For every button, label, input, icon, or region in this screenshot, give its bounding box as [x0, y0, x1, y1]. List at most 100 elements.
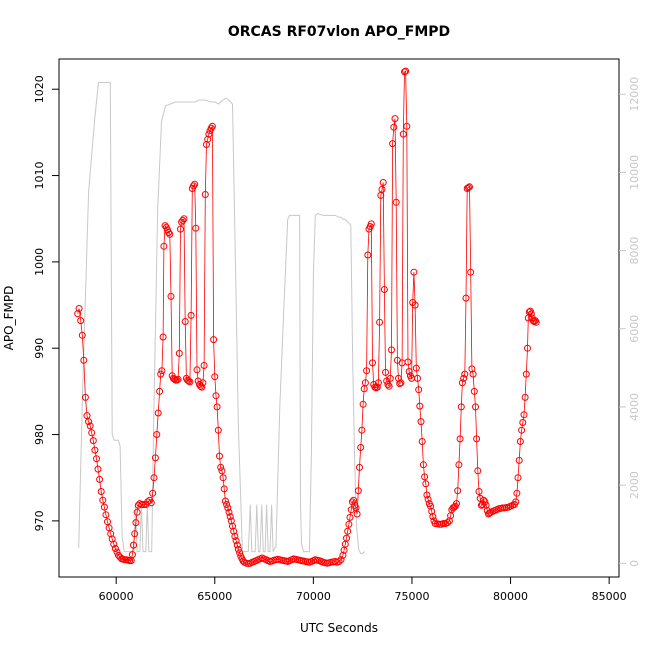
- series-main-point: [166, 230, 174, 238]
- series-main-point: [404, 358, 412, 366]
- series-main-point: [173, 376, 181, 384]
- series-main-point: [130, 541, 137, 549]
- series-main-point: [424, 495, 432, 503]
- series-main-point: [205, 130, 213, 138]
- series-main-point: [217, 463, 225, 471]
- series-main-point: [450, 503, 458, 511]
- series-main-point: [525, 308, 533, 316]
- series-main-point: [174, 375, 182, 383]
- series-main-point: [411, 301, 419, 309]
- series-main-point: [378, 185, 386, 193]
- series-main-point: [131, 530, 139, 538]
- series-main-point: [445, 517, 453, 525]
- series-main-point: [481, 498, 489, 506]
- series-main-point: [369, 359, 376, 367]
- series-main-point: [373, 383, 381, 391]
- series-main-point: [356, 463, 363, 471]
- x-tick-label: 70000: [296, 590, 331, 603]
- series-main-point: [200, 362, 208, 369]
- x-tick-label: 60000: [99, 590, 134, 603]
- series-main-point: [219, 474, 227, 482]
- series-main-point: [230, 527, 238, 535]
- series-main-point: [223, 501, 231, 508]
- series-main-point: [156, 387, 164, 395]
- series-main-point: [382, 368, 389, 376]
- series-main-point: [532, 318, 540, 326]
- series-main-point: [444, 519, 451, 527]
- series-main-point: [473, 435, 481, 443]
- series-main-point: [429, 513, 437, 521]
- series-main-point: [225, 508, 233, 516]
- series-main-point: [363, 367, 371, 375]
- series-main-point: [512, 498, 520, 506]
- series-main-point: [405, 368, 413, 375]
- series-main-point: [462, 294, 470, 302]
- series-main-point: [453, 500, 460, 508]
- series-main-point: [470, 387, 478, 395]
- series-main-point: [178, 218, 186, 226]
- series-main-point: [89, 437, 97, 445]
- series-main-point: [392, 198, 400, 206]
- series-main-point: [414, 374, 421, 382]
- series-main-point: [401, 68, 408, 76]
- y-tick-label: 1000: [33, 248, 46, 276]
- series-main-point: [81, 393, 89, 401]
- y2-tick-label: 4000: [628, 393, 641, 421]
- series-main-point: [396, 380, 404, 388]
- series-main-point: [201, 191, 209, 198]
- series-main-point: [210, 336, 218, 344]
- series-main-point: [198, 383, 206, 391]
- series-main-point: [380, 286, 388, 293]
- series-main-point: [133, 508, 141, 516]
- y-tick-label: 990: [33, 338, 46, 359]
- series-main-point: [416, 402, 424, 410]
- series-main-point: [524, 344, 531, 352]
- series-main-point: [227, 517, 235, 525]
- series-main-point: [388, 346, 395, 354]
- series-main-point: [159, 333, 167, 341]
- series-main-point: [357, 444, 365, 451]
- series-main-point: [186, 378, 194, 386]
- series-main-point: [216, 452, 223, 460]
- series-main-point: [335, 558, 343, 565]
- series-main-point: [514, 474, 522, 482]
- series-main-point: [157, 370, 165, 378]
- series-main-point: [350, 496, 358, 504]
- series-main-point: [472, 403, 479, 411]
- series-main-point: [423, 491, 431, 499]
- series-main-point: [358, 426, 366, 434]
- series-main-layer: [74, 67, 540, 568]
- series-main-point: [233, 541, 241, 549]
- x-axis-label: UTC Seconds: [300, 621, 378, 635]
- series-main-point: [229, 522, 236, 530]
- series-main-point: [399, 130, 407, 138]
- y-tick-label: 970: [33, 510, 46, 531]
- series-main-point: [427, 502, 434, 510]
- series-main-point: [88, 429, 96, 437]
- series-secondary-line: [78, 82, 365, 554]
- series-main-point: [181, 318, 189, 325]
- y-axis-label: APO_FMPD: [2, 286, 16, 351]
- series-main-point: [218, 467, 226, 475]
- series-main-point: [460, 374, 468, 382]
- plot-frame: [58, 58, 620, 578]
- series-main-point: [160, 242, 168, 250]
- series-main-point: [207, 124, 215, 132]
- series-main-point: [91, 446, 99, 454]
- series-main-point: [415, 386, 423, 394]
- series-main-point: [110, 540, 118, 548]
- series-main-point: [386, 374, 394, 382]
- series-main-point: [232, 537, 240, 545]
- series-main-point: [467, 268, 475, 276]
- series-main-point: [339, 551, 347, 559]
- series-main-point: [354, 487, 362, 495]
- series-main-point: [102, 511, 110, 519]
- series-main-point: [224, 504, 232, 512]
- series-main-point: [344, 527, 352, 535]
- series-main-point: [374, 379, 382, 387]
- series-main-point: [75, 305, 83, 312]
- series-main-point: [515, 456, 523, 464]
- series-main-point: [212, 392, 220, 400]
- series-main-point: [74, 310, 82, 318]
